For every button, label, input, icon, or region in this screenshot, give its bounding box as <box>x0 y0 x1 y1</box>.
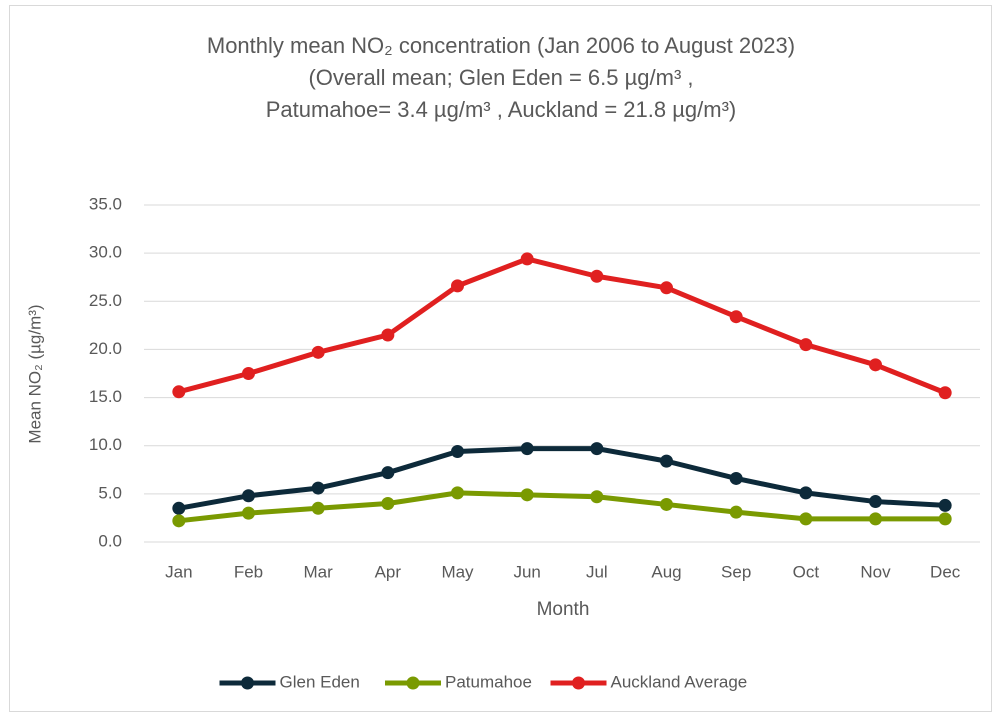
data-point <box>729 310 743 324</box>
x-tick-label: Feb <box>234 562 263 581</box>
data-point <box>451 279 464 293</box>
data-point <box>869 512 882 526</box>
legend-marker <box>572 676 585 690</box>
data-point <box>381 496 395 510</box>
data-point <box>520 442 534 456</box>
y-axis-label: Mean NO₂ (µg/m³) <box>25 304 44 443</box>
data-point <box>590 442 604 456</box>
data-point <box>311 345 325 359</box>
chart-subtitle: Patumahoe= 3.4 µg/m³ , Auckland = 21.8 µ… <box>266 97 737 122</box>
data-point <box>381 466 395 480</box>
data-point <box>381 328 395 342</box>
data-point <box>172 501 186 515</box>
data-point <box>590 490 604 504</box>
chart-border <box>9 5 992 712</box>
data-point <box>520 252 534 266</box>
data-point <box>729 505 743 519</box>
y-tick-label: 30.0 <box>89 243 122 262</box>
y-tick-label: 15.0 <box>89 387 122 406</box>
x-tick-label: May <box>441 562 474 581</box>
data-point <box>869 358 882 372</box>
data-point <box>660 497 673 511</box>
series-line <box>178 446 946 511</box>
data-point <box>660 454 673 468</box>
data-point <box>799 486 813 500</box>
x-tick-label: Nov <box>860 562 891 581</box>
data-point <box>242 367 255 380</box>
data-point <box>172 385 186 399</box>
legend-label: Glen Eden <box>280 672 360 691</box>
series-line <box>178 490 946 524</box>
x-tick-label: Mar <box>304 562 334 581</box>
chart-subtitle: (Overall mean; Glen Eden = 6.5 µg/m³ , <box>308 65 693 90</box>
x-tick-label: Oct <box>793 562 820 581</box>
y-tick-label: 35.0 <box>89 194 122 213</box>
y-tick-label: 0.0 <box>98 531 122 550</box>
legend-label: Auckland Average <box>611 672 748 691</box>
data-point <box>869 495 882 509</box>
x-tick-label: Sep <box>721 562 751 581</box>
legend-marker <box>406 676 420 690</box>
x-tick-label: Aug <box>651 562 681 581</box>
x-tick-label: Apr <box>375 562 402 581</box>
x-tick-label: Jun <box>513 562 540 581</box>
legend-marker <box>241 676 254 690</box>
y-tick-label: 25.0 <box>89 291 122 310</box>
data-point <box>799 512 813 526</box>
data-point <box>311 481 325 495</box>
data-point <box>660 281 673 295</box>
series-line <box>178 256 947 396</box>
x-tick-label: Jan <box>165 562 192 581</box>
data-point <box>938 386 952 400</box>
data-point <box>799 338 813 352</box>
chart-title: Monthly mean NO₂ concentration (Jan 2006… <box>207 33 795 58</box>
x-axis-label: Month <box>537 599 590 620</box>
data-point <box>451 486 464 500</box>
legend-label: Patumahoe <box>445 672 532 691</box>
x-tick-label: Dec <box>930 562 961 581</box>
y-tick-label: 10.0 <box>89 435 122 454</box>
data-point <box>242 506 255 520</box>
data-point <box>451 444 464 458</box>
data-point <box>172 514 186 528</box>
data-point <box>242 489 255 503</box>
data-point <box>311 501 325 515</box>
data-point <box>520 488 534 502</box>
y-tick-label: 20.0 <box>89 339 122 358</box>
data-point <box>938 512 952 526</box>
y-tick-label: 5.0 <box>98 483 122 502</box>
data-point <box>938 498 952 512</box>
x-tick-label: Jul <box>586 562 608 581</box>
data-point <box>590 269 604 283</box>
data-point <box>729 471 743 485</box>
